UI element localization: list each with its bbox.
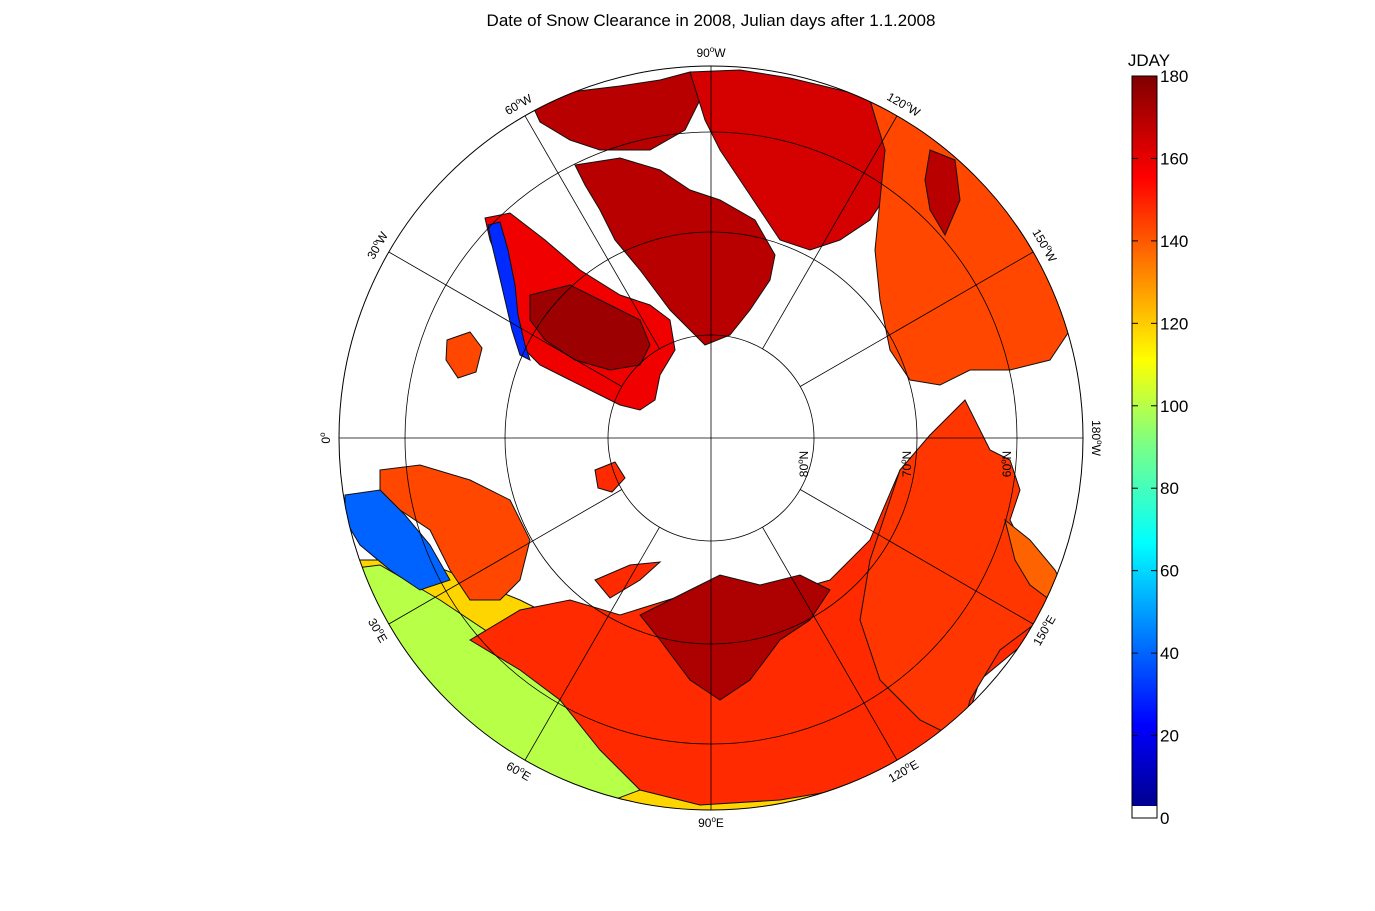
longitude-label-hemisphere: E xyxy=(716,816,724,830)
colorbar-ticks: 0 20 40 60 80 100 120 140 160 180 xyxy=(1132,67,1188,828)
colorbar-tick-label: 120 xyxy=(1160,314,1188,333)
colorbar-tick-label: 80 xyxy=(1160,479,1179,498)
colorbar-gradient xyxy=(1132,76,1157,806)
longitude-label-value: 60 xyxy=(502,99,521,118)
colorbar-tick-label: 40 xyxy=(1160,644,1179,663)
longitude-label: 180oW xyxy=(1089,420,1104,456)
degree-superscript: o xyxy=(1045,243,1055,252)
land-canadian-arctic-archipelago xyxy=(924,149,961,237)
land-northern-siberia-taymyr xyxy=(639,574,831,701)
degree-superscript: o xyxy=(318,432,327,437)
longitude-label: 90oW xyxy=(696,45,726,60)
colorbar-tick-label: 0 xyxy=(1160,809,1169,828)
meridian-120 xyxy=(762,527,898,761)
land-canadian-arctic-archipelago xyxy=(574,157,776,346)
degree-superscript: o xyxy=(710,45,715,54)
colorbar-tick-label: 60 xyxy=(1160,562,1179,581)
degree-superscript: o xyxy=(370,238,380,247)
colorbar-frame xyxy=(1131,75,1158,819)
degree-superscript: o xyxy=(899,459,908,464)
longitude-label-value: 90 xyxy=(698,816,712,830)
degree-superscript: o xyxy=(999,459,1008,464)
latitude-label-value: 80 xyxy=(797,464,811,478)
latitude-label-value: 70 xyxy=(900,464,914,478)
latitude-label: 70oN xyxy=(899,451,914,477)
latitude-label-hemisphere: N xyxy=(797,451,811,460)
colorbar-tick-label: 100 xyxy=(1160,397,1188,416)
longitude-label-value: 90 xyxy=(696,46,710,60)
degree-superscript: o xyxy=(1039,619,1049,628)
land-canadian-arctic-archipelago xyxy=(529,71,701,151)
longitude-label-value: 0 xyxy=(319,437,333,444)
colorbar-tick-label: 140 xyxy=(1160,232,1188,251)
colorbar-white-band xyxy=(1132,806,1157,818)
meridian--30 xyxy=(388,251,622,387)
meridian-60 xyxy=(524,527,660,761)
latitude-label-hemisphere: N xyxy=(1000,451,1014,460)
longitude-label-value: 120 xyxy=(884,90,909,112)
degree-superscript: o xyxy=(903,760,912,770)
longitude-label-hemisphere: W xyxy=(1042,248,1060,265)
longitude-label: 90oE xyxy=(698,815,724,830)
colorbar-tick-label: 160 xyxy=(1160,149,1188,168)
degree-superscript: o xyxy=(1095,440,1104,445)
land-svalbard xyxy=(594,561,662,599)
longitude-label-hemisphere: E xyxy=(374,631,390,645)
meridian-150 xyxy=(800,489,1034,625)
degree-superscript: o xyxy=(377,627,387,636)
land-greenland-southeast-coast xyxy=(487,221,531,361)
colorbar-tick-label: 20 xyxy=(1160,727,1179,746)
meridian--120 xyxy=(762,115,898,349)
degree-superscript: o xyxy=(518,765,527,775)
figure-title: Date of Snow Clearance in 2008, Julian d… xyxy=(487,11,936,30)
latitude-label-hemisphere: N xyxy=(900,451,914,460)
longitude-label-value: 60 xyxy=(504,759,523,778)
longitude-label-hemisphere: W xyxy=(518,91,535,109)
longitude-label: 0o xyxy=(318,432,333,444)
meridian-30 xyxy=(388,489,622,625)
longitude-label-hemisphere: E xyxy=(907,757,921,773)
colorbar-title: JDAY xyxy=(1128,51,1170,70)
colorbar: JDAY 0 20 40 60 80 100 120 140 160 180 xyxy=(1128,51,1188,828)
meridian--150 xyxy=(800,251,1034,387)
land-scandinavia-south xyxy=(344,489,451,591)
longitude-label-value: 150 xyxy=(1030,623,1052,648)
longitude-label-value: 180 xyxy=(1089,420,1103,440)
land-iceland xyxy=(445,331,483,379)
degree-superscript: o xyxy=(796,459,805,464)
longitude-label-value: 30 xyxy=(365,616,384,635)
latitude-label-value: 60 xyxy=(1000,464,1014,478)
map-frame xyxy=(338,65,1084,811)
longitude-label-hemisphere: W xyxy=(1089,445,1103,457)
land-greenland-interior xyxy=(529,284,651,371)
land-northern-canada xyxy=(689,69,901,251)
latitude-label: 80oN xyxy=(796,451,811,477)
longitude-label-hemisphere: W xyxy=(714,46,726,60)
latitude-label: 60oN xyxy=(999,451,1014,477)
degree-superscript: o xyxy=(513,96,522,106)
degree-superscript: o xyxy=(905,99,914,109)
longitude-label-value: 30 xyxy=(364,243,383,262)
degree-superscript: o xyxy=(711,815,716,824)
land-layer xyxy=(339,69,1083,810)
graticule xyxy=(339,66,1083,810)
meridian--60 xyxy=(524,115,660,349)
land-svalbard xyxy=(594,461,626,493)
colorbar-tick-label: 180 xyxy=(1160,67,1188,86)
